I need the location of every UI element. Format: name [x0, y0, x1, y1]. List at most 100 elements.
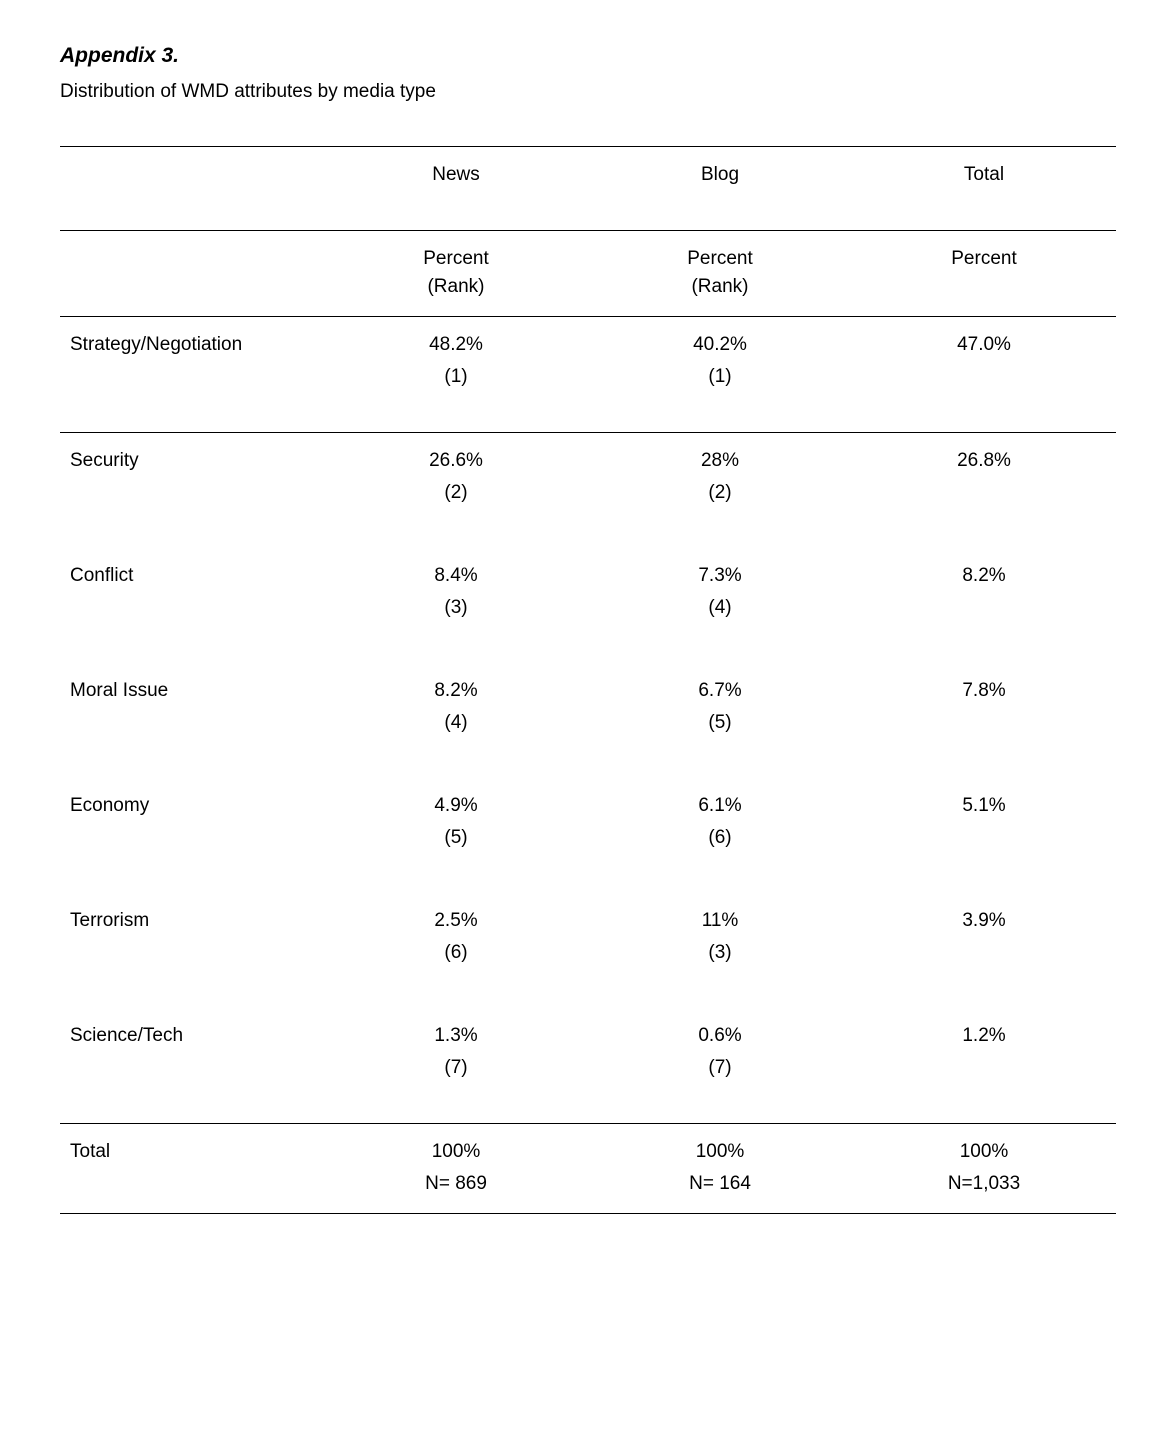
- cell-blog: 11%(3): [588, 893, 852, 1008]
- blog-percent: 6.7%: [588, 677, 852, 706]
- subheader-blog: Percent (Rank): [588, 230, 852, 316]
- cell-total: 1.2%: [852, 1008, 1116, 1124]
- row-label: Economy: [60, 778, 324, 893]
- cell-total: 7.8%: [852, 663, 1116, 778]
- appendix-subtitle: Distribution of WMD attributes by media …: [60, 78, 1116, 107]
- cell-news: 48.2% (1): [324, 316, 588, 432]
- cell-news: 1.3% (7): [324, 1008, 588, 1124]
- total-percent: 3.9%: [852, 907, 1116, 936]
- subheader-blog-percent: Percent: [588, 245, 852, 274]
- cell-news: 8.4% (3): [324, 548, 588, 663]
- news-percent: 48.2%: [324, 331, 588, 360]
- news-rank: (3): [324, 594, 588, 623]
- table-row: Moral Issue8.2% (4)6.7% (5)7.8%: [60, 663, 1116, 778]
- table-row: Strategy/Negotiation48.2%(1)40.2%(1)47.0…: [60, 316, 1116, 432]
- cell-total: 3.9%: [852, 893, 1116, 1008]
- news-rank: (2): [324, 479, 588, 508]
- blog-percent: 11%: [588, 907, 852, 936]
- cell-blog: 40.2% (1): [588, 316, 852, 432]
- news-rank: (7): [324, 1054, 588, 1083]
- cell-blog: 0.6% (7): [588, 1008, 852, 1124]
- row-label: Conflict: [60, 548, 324, 663]
- total-cell-blog: 100% N= 164: [588, 1123, 852, 1213]
- cell-blog: 6.1% (6): [588, 778, 852, 893]
- blog-percent: 28%: [588, 447, 852, 476]
- news-rank: (4): [324, 709, 588, 738]
- blog-rank: (6): [588, 824, 852, 853]
- cell-blog: 7.3% (4): [588, 548, 852, 663]
- blog-rank: (1): [588, 363, 852, 392]
- cell-total: 8.2%: [852, 548, 1116, 663]
- table-row: Terrorism2.5%(6)11%(3)3.9%: [60, 893, 1116, 1008]
- header-blog: Blog: [588, 147, 852, 231]
- header-news: News: [324, 147, 588, 231]
- cell-news: 26.6% (2): [324, 432, 588, 548]
- total-percent: 26.8%: [852, 447, 1116, 476]
- subheader-total-percent: Percent: [852, 245, 1116, 274]
- total-cell-total: 100% N=1,033: [852, 1123, 1116, 1213]
- news-percent: 26.6%: [324, 447, 588, 476]
- blog-rank: (4): [588, 594, 852, 623]
- news-percent: 1.3%: [324, 1022, 588, 1051]
- blog-rank: (2): [588, 479, 852, 508]
- table-row: Science/Tech1.3%(7)0.6%(7)1.2%: [60, 1008, 1116, 1124]
- row-label: Terrorism: [60, 893, 324, 1008]
- cell-total: 5.1%: [852, 778, 1116, 893]
- total-cell-news: 100% N= 869: [324, 1123, 588, 1213]
- news-rank: (1): [324, 363, 588, 392]
- blog-rank: (7): [588, 1054, 852, 1083]
- cell-blog: 6.7% (5): [588, 663, 852, 778]
- total-blog-percent: 100%: [588, 1138, 852, 1167]
- row-label: Moral Issue: [60, 663, 324, 778]
- table-row: Conflict8.4% (3)7.3% (4)8.2%: [60, 548, 1116, 663]
- news-rank: (6): [324, 939, 588, 968]
- subheader-news-rank: (Rank): [324, 273, 588, 302]
- blog-percent: 6.1%: [588, 792, 852, 821]
- subheader-empty: [60, 230, 324, 316]
- total-percent: 1.2%: [852, 1022, 1116, 1051]
- total-percent: 47.0%: [852, 331, 1116, 360]
- blog-percent: 0.6%: [588, 1022, 852, 1051]
- table-row: Economy4.9% (5)6.1% (6)5.1%: [60, 778, 1116, 893]
- table-header-row-2: Percent (Rank) Percent (Rank) Percent: [60, 230, 1116, 316]
- header-total: Total: [852, 147, 1116, 231]
- appendix-title: Appendix 3.: [60, 40, 1116, 72]
- total-news-percent: 100%: [324, 1138, 588, 1167]
- total-news-n: N= 869: [324, 1170, 588, 1199]
- cell-news: 2.5% (6): [324, 893, 588, 1008]
- news-percent: 4.9%: [324, 792, 588, 821]
- table-header-row-1: News Blog Total: [60, 147, 1116, 231]
- total-percent: 8.2%: [852, 562, 1116, 591]
- cell-news: 8.2% (4): [324, 663, 588, 778]
- header-empty: [60, 147, 324, 231]
- cell-total: 26.8%: [852, 432, 1116, 548]
- subheader-total: Percent: [852, 230, 1116, 316]
- table-body: Strategy/Negotiation48.2%(1)40.2%(1)47.0…: [60, 316, 1116, 1213]
- total-blog-n: N= 164: [588, 1170, 852, 1199]
- table-total-row: Total100%N= 869100%N= 164100%N=1,033: [60, 1123, 1116, 1213]
- blog-percent: 7.3%: [588, 562, 852, 591]
- news-percent: 8.2%: [324, 677, 588, 706]
- cell-blog: 28%(2): [588, 432, 852, 548]
- row-label: Security: [60, 432, 324, 548]
- total-total-n: N=1,033: [852, 1170, 1116, 1199]
- blog-rank: (3): [588, 939, 852, 968]
- row-label: Science/Tech: [60, 1008, 324, 1124]
- total-percent: 5.1%: [852, 792, 1116, 821]
- cell-total: 47.0%: [852, 316, 1116, 432]
- total-row-label: Total: [60, 1123, 324, 1213]
- subheader-news: Percent (Rank): [324, 230, 588, 316]
- news-percent: 2.5%: [324, 907, 588, 936]
- blog-percent: 40.2%: [588, 331, 852, 360]
- news-percent: 8.4%: [324, 562, 588, 591]
- table-row: Security26.6%(2)28%(2)26.8%: [60, 432, 1116, 548]
- news-rank: (5): [324, 824, 588, 853]
- row-label: Strategy/Negotiation: [60, 316, 324, 432]
- cell-news: 4.9% (5): [324, 778, 588, 893]
- total-total-percent: 100%: [852, 1138, 1116, 1167]
- subheader-blog-rank: (Rank): [588, 273, 852, 302]
- subheader-news-percent: Percent: [324, 245, 588, 274]
- wmd-distribution-table: News Blog Total Percent (Rank) Percent (…: [60, 146, 1116, 1214]
- blog-rank: (5): [588, 709, 852, 738]
- total-percent: 7.8%: [852, 677, 1116, 706]
